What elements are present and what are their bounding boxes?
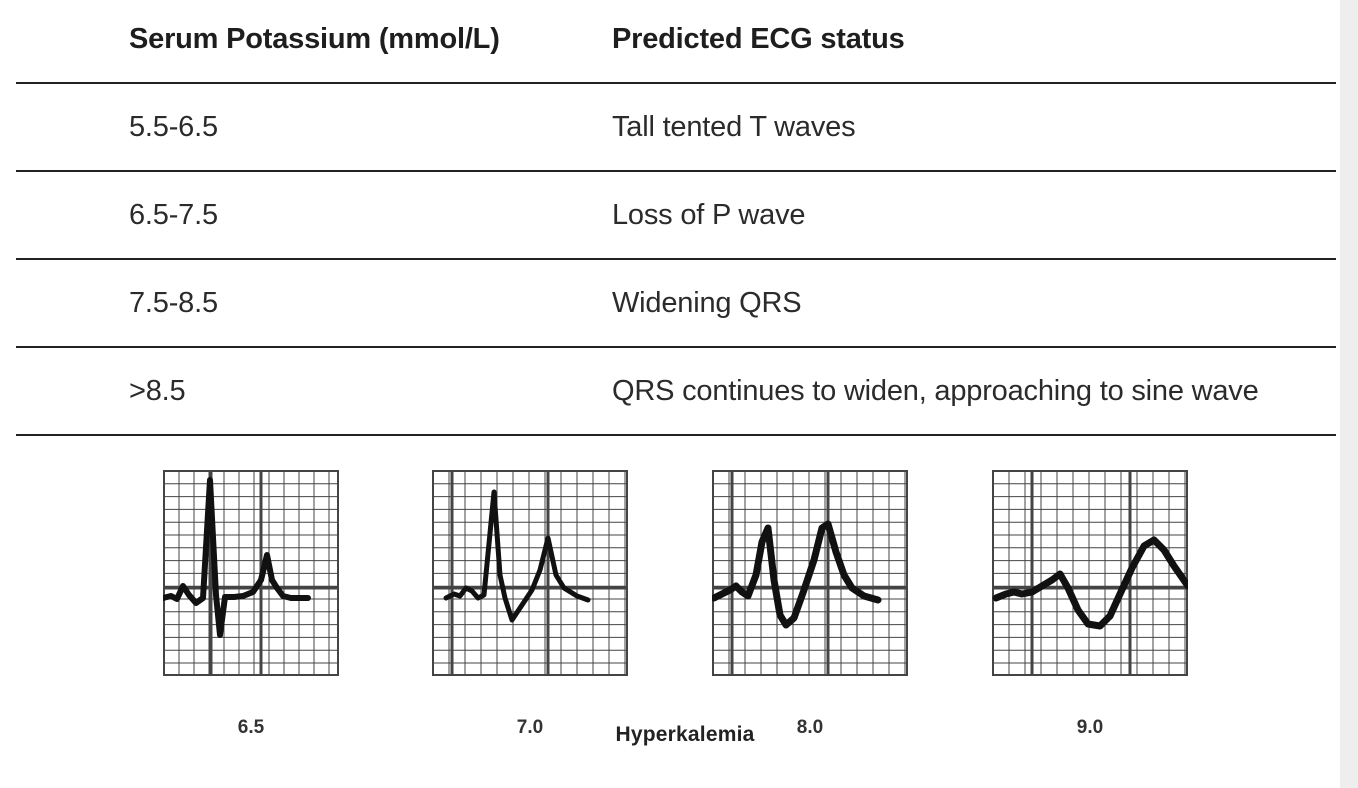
ecg-grid-border xyxy=(712,470,908,676)
table-row: 7.5-8.5 Widening QRS xyxy=(16,260,1336,348)
ecg-status-cell: Tall tented T waves xyxy=(612,110,856,143)
ecg-strip-6-5 xyxy=(163,470,339,676)
table-row: >8.5 QRS continues to widen, approaching… xyxy=(16,348,1336,436)
ecg-status-cell: Loss of P wave xyxy=(612,198,806,231)
hyperkalemia-caption-text: Hyperkalemia xyxy=(615,723,755,746)
ecg-trace xyxy=(163,477,311,638)
header-predicted-ecg-status: Predicted ECG status xyxy=(612,22,905,55)
hyperkalemia-ecg-figure: 6.5 7.0 8.0 9.0 Hyperkalemia xyxy=(0,440,1358,788)
ecg-panel-9-0: 9.0 xyxy=(992,470,1188,738)
table-header-row: Serum Potassium (mmol/L) Predicted ECG s… xyxy=(16,0,1336,84)
ecg-panel-7-0: 7.0 xyxy=(432,470,628,738)
ecg-grid-border xyxy=(163,470,339,676)
ecg-potassium-label: 8.0 xyxy=(796,717,824,738)
ecg-grid xyxy=(163,470,339,676)
ecg-panel-6-5: 6.5 xyxy=(163,470,339,738)
ecg-trace xyxy=(992,536,1188,630)
ecg-status-cell: Widening QRS xyxy=(612,286,802,319)
table-row: 6.5-7.5 Loss of P wave xyxy=(16,172,1336,260)
potassium-range-cell: 5.5-6.5 xyxy=(129,110,218,143)
ecg-strip-9-0 xyxy=(992,470,1188,676)
ecg-grid xyxy=(712,470,908,676)
ecg-potassium-label: 7.0 xyxy=(516,717,544,738)
ecg-grid-border xyxy=(992,470,1188,676)
potassium-range-cell: >8.5 xyxy=(129,374,186,407)
table-row: 5.5-6.5 Tall tented T waves xyxy=(16,84,1336,172)
figure-caption: Hyperkalemia xyxy=(0,723,1358,747)
potassium-range-cell: 6.5-7.5 xyxy=(129,198,218,231)
ecg-strip-7-0 xyxy=(432,470,628,676)
potassium-ecg-table: Serum Potassium (mmol/L) Predicted ECG s… xyxy=(16,0,1336,436)
ecg-panel-8-0: 8.0 xyxy=(712,470,908,738)
ecg-trace xyxy=(712,520,882,629)
ecg-potassium-label: 6.5 xyxy=(237,717,265,738)
ecg-status-cell: QRS continues to widen, approaching to s… xyxy=(612,374,1259,407)
ecg-trace xyxy=(443,489,591,623)
header-serum-potassium: Serum Potassium (mmol/L) xyxy=(129,22,500,55)
ecg-strip-8-0 xyxy=(712,470,908,676)
ecg-grid-border xyxy=(432,470,628,676)
scrollbar-track[interactable] xyxy=(1340,0,1358,788)
ecg-grid xyxy=(432,470,628,676)
potassium-range-cell: 7.5-8.5 xyxy=(129,286,218,319)
ecg-potassium-label: 9.0 xyxy=(1076,717,1104,738)
ecg-grid xyxy=(992,470,1188,676)
